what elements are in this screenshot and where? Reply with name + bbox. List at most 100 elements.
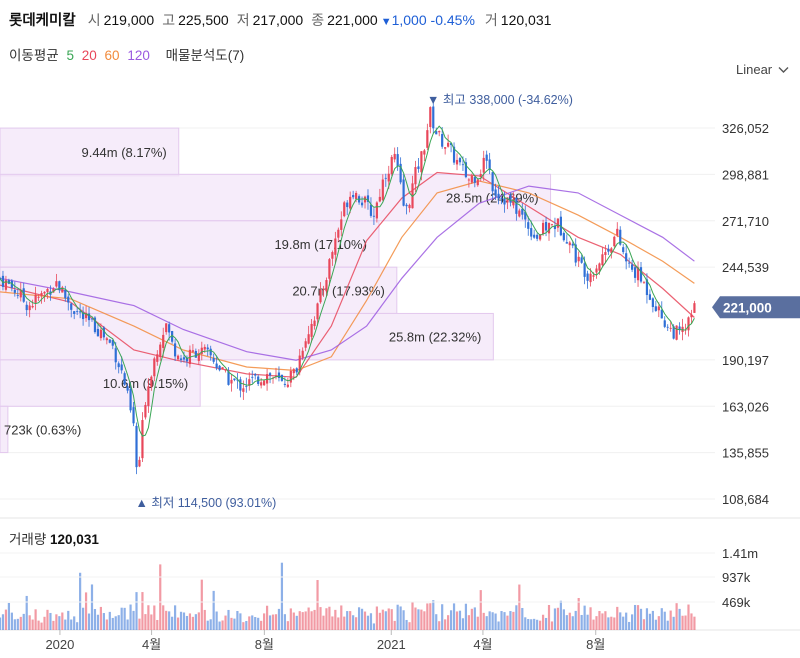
ma-120-label[interactable]: 120 — [127, 48, 150, 63]
volume-bar — [215, 611, 218, 630]
volume-bar — [408, 622, 411, 630]
candle-body — [360, 202, 364, 206]
volume-bar — [310, 611, 313, 630]
candle-body — [325, 280, 328, 292]
volume-bar — [417, 609, 420, 630]
candle-body — [108, 339, 111, 343]
volume-bar — [355, 617, 358, 630]
volume-bar — [307, 607, 310, 630]
volume-bar — [352, 615, 355, 630]
candle-body — [319, 290, 322, 303]
volume-bar — [357, 607, 361, 630]
volume-bar — [19, 616, 22, 630]
volume-bar — [10, 612, 13, 630]
volume-bar — [322, 615, 325, 630]
volume-bar — [544, 617, 548, 630]
candle-body — [423, 150, 426, 155]
volume-bar — [360, 608, 364, 630]
volume-bar — [512, 611, 515, 630]
volume-bar — [245, 620, 248, 630]
down-arrow-icon: ▼ — [380, 16, 392, 28]
candle-body — [334, 238, 337, 255]
max-price-marker: ▼ 최고 338,000 (-34.62%) — [427, 93, 573, 107]
volume-bar — [690, 613, 693, 630]
volume-bar — [559, 600, 562, 630]
volume-bar — [607, 617, 610, 630]
y-tick-label: 244,539 — [722, 260, 769, 275]
volume-bar — [601, 613, 604, 630]
volume-bar — [81, 607, 85, 630]
candle-body — [331, 252, 334, 259]
volume-bar — [301, 612, 304, 630]
volume-bar — [461, 618, 465, 630]
volume-profile-toggle[interactable]: 매물분석도(7) — [165, 48, 245, 63]
candle-body — [4, 280, 8, 290]
scale-selector[interactable]: Linear — [736, 62, 789, 77]
candle-body — [509, 194, 512, 203]
candle-body — [355, 192, 358, 200]
candle-body — [530, 228, 533, 237]
candle-body — [19, 290, 22, 298]
volume-bar — [503, 612, 506, 630]
volume-bar — [613, 617, 616, 630]
volume-bar — [399, 606, 402, 630]
ma-5-label[interactable]: 5 — [66, 48, 74, 63]
candle-body — [22, 288, 25, 302]
y-tick-label: 298,881 — [722, 167, 769, 182]
volume-bar — [580, 614, 583, 630]
change-indicator: ▼1,000 -0.45% — [381, 12, 475, 28]
candle-body — [687, 317, 690, 331]
x-tick-label: 2021 — [377, 637, 406, 652]
volume-bar — [173, 605, 177, 630]
ma-legend[interactable]: 이동평균 5 20 60 120 매물분석도(7) — [9, 44, 248, 64]
candle-body — [625, 253, 628, 262]
ma-20-label[interactable]: 20 — [81, 48, 97, 63]
volume-bar — [114, 616, 117, 630]
volume-bar — [589, 607, 592, 630]
candle-body — [159, 344, 162, 358]
volume-bar — [553, 608, 557, 630]
volume-bar — [610, 616, 613, 630]
candle-body — [366, 195, 370, 202]
y-tick-label: 135,855 — [722, 446, 769, 461]
candle-body — [598, 263, 601, 271]
candle-body — [70, 303, 73, 310]
volume-bar — [669, 610, 672, 630]
candle-body — [168, 324, 171, 333]
candle-body — [642, 282, 646, 284]
volume-bar — [491, 612, 494, 630]
candle-body — [283, 383, 286, 385]
volume-bar — [168, 611, 171, 630]
candle-body — [595, 268, 598, 273]
ma-60-label[interactable]: 60 — [104, 48, 120, 63]
candle-body — [666, 326, 669, 328]
volume-bar — [90, 584, 94, 630]
candle-body — [589, 273, 592, 283]
volume-bar — [423, 611, 426, 630]
volume-bar — [509, 611, 512, 630]
volume-bar — [642, 619, 646, 630]
candle-body — [248, 379, 251, 386]
candle-body — [346, 202, 349, 208]
volume-bar — [693, 616, 696, 630]
change-pct: -0.45% — [430, 12, 475, 28]
candle-body — [206, 347, 209, 350]
volume-bar — [378, 612, 381, 630]
volume-bar — [420, 609, 423, 630]
candle-body — [16, 295, 19, 296]
candle-body — [200, 347, 203, 354]
volume-bar — [147, 605, 150, 630]
candle-body — [87, 313, 91, 321]
candle-body — [298, 355, 301, 373]
candle-body — [601, 254, 604, 266]
chevron-down-icon — [778, 62, 789, 77]
volume-bar — [331, 616, 334, 630]
candle-body — [251, 376, 254, 378]
candle-body — [441, 134, 444, 147]
volume-bar — [565, 615, 568, 630]
candle-body — [693, 303, 696, 313]
volume-bar — [541, 614, 545, 630]
candle-body — [651, 298, 654, 308]
candle-body — [506, 197, 509, 203]
